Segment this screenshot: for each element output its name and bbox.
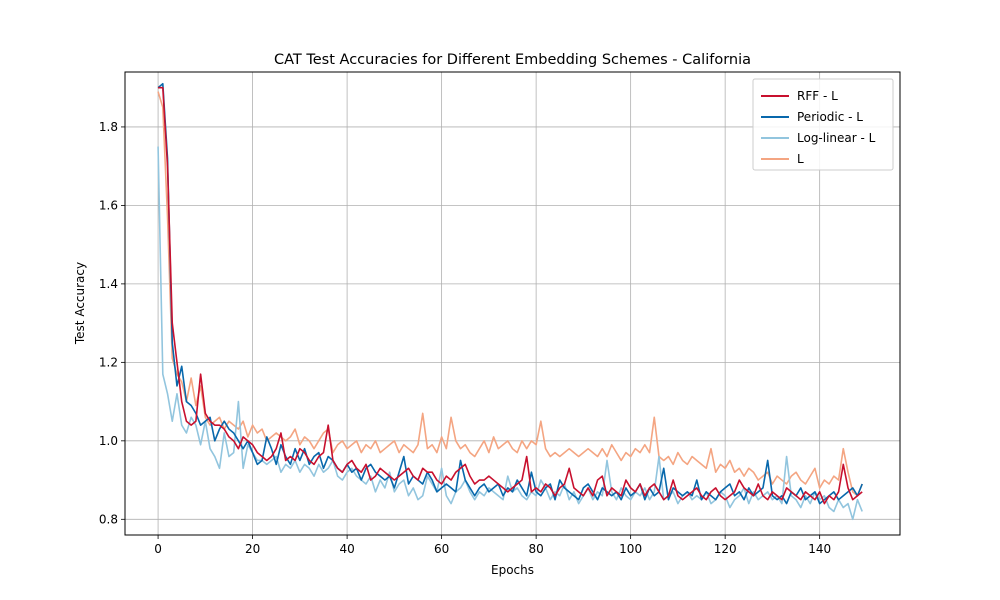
- y-tick-label: 1.6: [99, 198, 118, 212]
- x-tick-label: 60: [434, 542, 449, 556]
- y-tick-label: 1.8: [99, 120, 118, 134]
- series-lines: [157, 82, 863, 521]
- chart-title: CAT Test Accuracies for Different Embedd…: [274, 52, 751, 68]
- series-line-rff-l: [158, 86, 863, 505]
- y-axis-label: Test Accuracy: [73, 262, 87, 345]
- plot-frame: [124, 71, 901, 536]
- legend-label: RFF - L: [797, 89, 838, 103]
- y-tick-label: 1.4: [99, 277, 118, 291]
- legend-label: Periodic - L: [797, 110, 863, 124]
- y-tick-label: 0.8: [99, 512, 118, 526]
- y-tick-label: 1.2: [99, 355, 118, 369]
- x-tick-label: 100: [619, 542, 642, 556]
- x-tick-label: 80: [528, 542, 543, 556]
- x-axis-label: Epochs: [491, 563, 534, 577]
- series-line-l: [157, 91, 863, 497]
- legend-label: Log-linear - L: [797, 131, 876, 145]
- x-tick-label: 20: [245, 542, 260, 556]
- series-line-log-linear-l: [157, 146, 863, 521]
- legend: RFF - L Periodic - L Log-linear - L L: [752, 78, 894, 171]
- legend-label: L: [797, 152, 804, 166]
- x-tick-label: 0: [154, 542, 162, 556]
- y-tick-label: 1.0: [99, 434, 118, 448]
- x-tick-label: 120: [714, 542, 737, 556]
- x-tick-label: 140: [808, 542, 831, 556]
- legend-box: [752, 78, 894, 171]
- x-tick-label: 40: [339, 542, 354, 556]
- axis-ticks: 0 20 40 60 80 100 120 140 0.8 1.0 1.2 1.4 1.6 1.8: [99, 120, 831, 556]
